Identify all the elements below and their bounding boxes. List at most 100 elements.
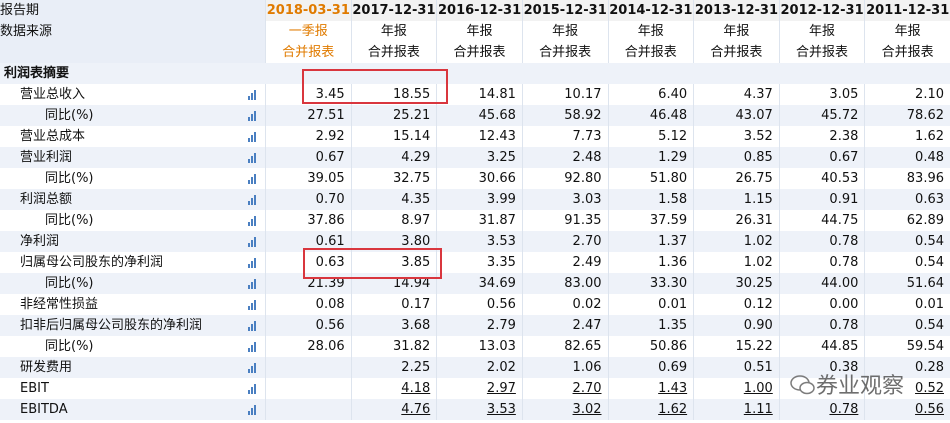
value-cell: 34.69 (436, 273, 522, 294)
value-cell: 2.38 (778, 126, 865, 147)
row-label: 同比(%) (45, 213, 94, 228)
value-cell: 0.54 (864, 315, 950, 336)
statement-type: 合并报表 (607, 42, 694, 63)
section-title: 利润表摘要 (0, 63, 265, 84)
value-cell: 59.54 (864, 336, 950, 357)
value-cell: 3.45 (265, 84, 351, 105)
row-label: 同比(%) (45, 171, 94, 186)
value-cell[interactable]: 3.02 (521, 399, 608, 420)
value-cell: 0.54 (864, 252, 950, 273)
value-cell: 4.37 (693, 84, 779, 105)
chart-icon[interactable] (248, 216, 258, 226)
value-cell[interactable]: 1.00 (693, 378, 779, 399)
value-cell: 0.48 (864, 147, 950, 168)
value-cell: 0.12 (693, 294, 779, 315)
row-label: 研发费用 (0, 357, 265, 378)
value-cell[interactable]: 1.62 (607, 399, 694, 420)
value-cell: 2.47 (521, 315, 608, 336)
value-cell: 2.70 (521, 231, 608, 252)
value-cell: 31.87 (436, 210, 522, 231)
chart-icon[interactable] (248, 153, 258, 163)
chart-icon[interactable] (248, 384, 258, 394)
watermark-text: 券业观察 (816, 374, 905, 399)
value-cell: 26.75 (693, 168, 779, 189)
value-cell: 44.00 (778, 273, 865, 294)
period-header: 2013-12-31 (693, 0, 779, 21)
chart-icon[interactable] (248, 90, 258, 100)
chart-icon[interactable] (248, 363, 258, 373)
value-cell[interactable]: 0.78 (778, 399, 865, 420)
chart-icon[interactable] (248, 258, 258, 268)
value-cell[interactable]: 2.97 (436, 378, 522, 399)
chart-icon[interactable] (248, 237, 258, 247)
value-cell: 37.59 (607, 210, 694, 231)
value-cell: 3.99 (436, 189, 522, 210)
value-cell: 1.02 (693, 252, 779, 273)
value-cell: 46.48 (607, 105, 694, 126)
value-cell: 0.00 (778, 294, 865, 315)
wechat-icon (790, 375, 815, 395)
value-cell: 3.85 (350, 252, 437, 273)
value-cell: 2.10 (864, 84, 950, 105)
chart-icon[interactable] (248, 174, 258, 184)
value-cell: 0.38 (778, 357, 865, 378)
value-cell: 1.35 (607, 315, 694, 336)
value-cell: 0.85 (693, 147, 779, 168)
value-cell: 1.37 (607, 231, 694, 252)
chart-icon[interactable] (248, 279, 258, 289)
value-cell: 3.03 (521, 189, 608, 210)
value-empty (265, 399, 351, 420)
chart-icon[interactable] (248, 342, 258, 352)
highlight-box (303, 248, 442, 279)
period-header: 2014-12-31 (607, 0, 694, 21)
value-cell: 7.73 (521, 126, 608, 147)
chart-icon[interactable] (248, 111, 258, 121)
row-label: 营业总成本 (20, 129, 86, 144)
value-cell: 27.51 (265, 105, 351, 126)
chart-icon[interactable] (248, 300, 258, 310)
row-label: 同比(%) (0, 105, 265, 126)
statement-type: 合并报表 (521, 42, 608, 63)
value-cell[interactable]: 2.70 (521, 378, 608, 399)
value-cell[interactable]: 1.11 (693, 399, 779, 420)
value-cell: 0.63 (864, 189, 950, 210)
value-cell: 0.56 (436, 294, 522, 315)
value-cell: 4.29 (350, 147, 437, 168)
row-label: 营业总收入 (20, 87, 86, 102)
value-cell: 0.08 (265, 294, 351, 315)
value-cell[interactable]: 0.52 (864, 378, 950, 399)
value-cell[interactable]: 1.43 (607, 378, 694, 399)
chart-icon[interactable] (248, 405, 258, 415)
value-cell: 1.06 (521, 357, 608, 378)
value-cell: 50.86 (607, 336, 694, 357)
statement-type: 合并报表 (864, 42, 950, 63)
statement-type: 合并报表 (265, 42, 351, 63)
row-label: EBIT (20, 381, 49, 396)
report-type: 年报 (436, 21, 522, 42)
value-cell: 3.05 (778, 84, 865, 105)
value-cell[interactable]: 0.56 (864, 399, 950, 420)
value-cell: 0.17 (350, 294, 437, 315)
value-cell: 3.52 (693, 126, 779, 147)
report-type: 年报 (350, 21, 437, 42)
source-label-bg (0, 42, 265, 63)
value-cell[interactable]: 3.53 (436, 399, 522, 420)
value-cell: 78.62 (864, 105, 950, 126)
value-cell: 1.62 (864, 126, 950, 147)
value-cell: 0.78 (778, 252, 865, 273)
highlight-box (302, 69, 448, 104)
value-cell: 15.14 (350, 126, 437, 147)
value-cell: 2.25 (350, 357, 437, 378)
value-cell: 0.70 (265, 189, 351, 210)
value-cell: 3.25 (436, 147, 522, 168)
chart-icon[interactable] (248, 321, 258, 331)
chart-icon[interactable] (248, 195, 258, 205)
value-cell: 28.06 (265, 336, 351, 357)
value-cell: 30.66 (436, 168, 522, 189)
value-cell: 37.86 (265, 210, 351, 231)
chart-icon[interactable] (248, 132, 258, 142)
value-cell: 26.31 (693, 210, 779, 231)
row-label: 同比(%) (0, 273, 265, 294)
value-cell[interactable]: 4.18 (350, 378, 437, 399)
value-cell[interactable]: 4.76 (350, 399, 437, 420)
